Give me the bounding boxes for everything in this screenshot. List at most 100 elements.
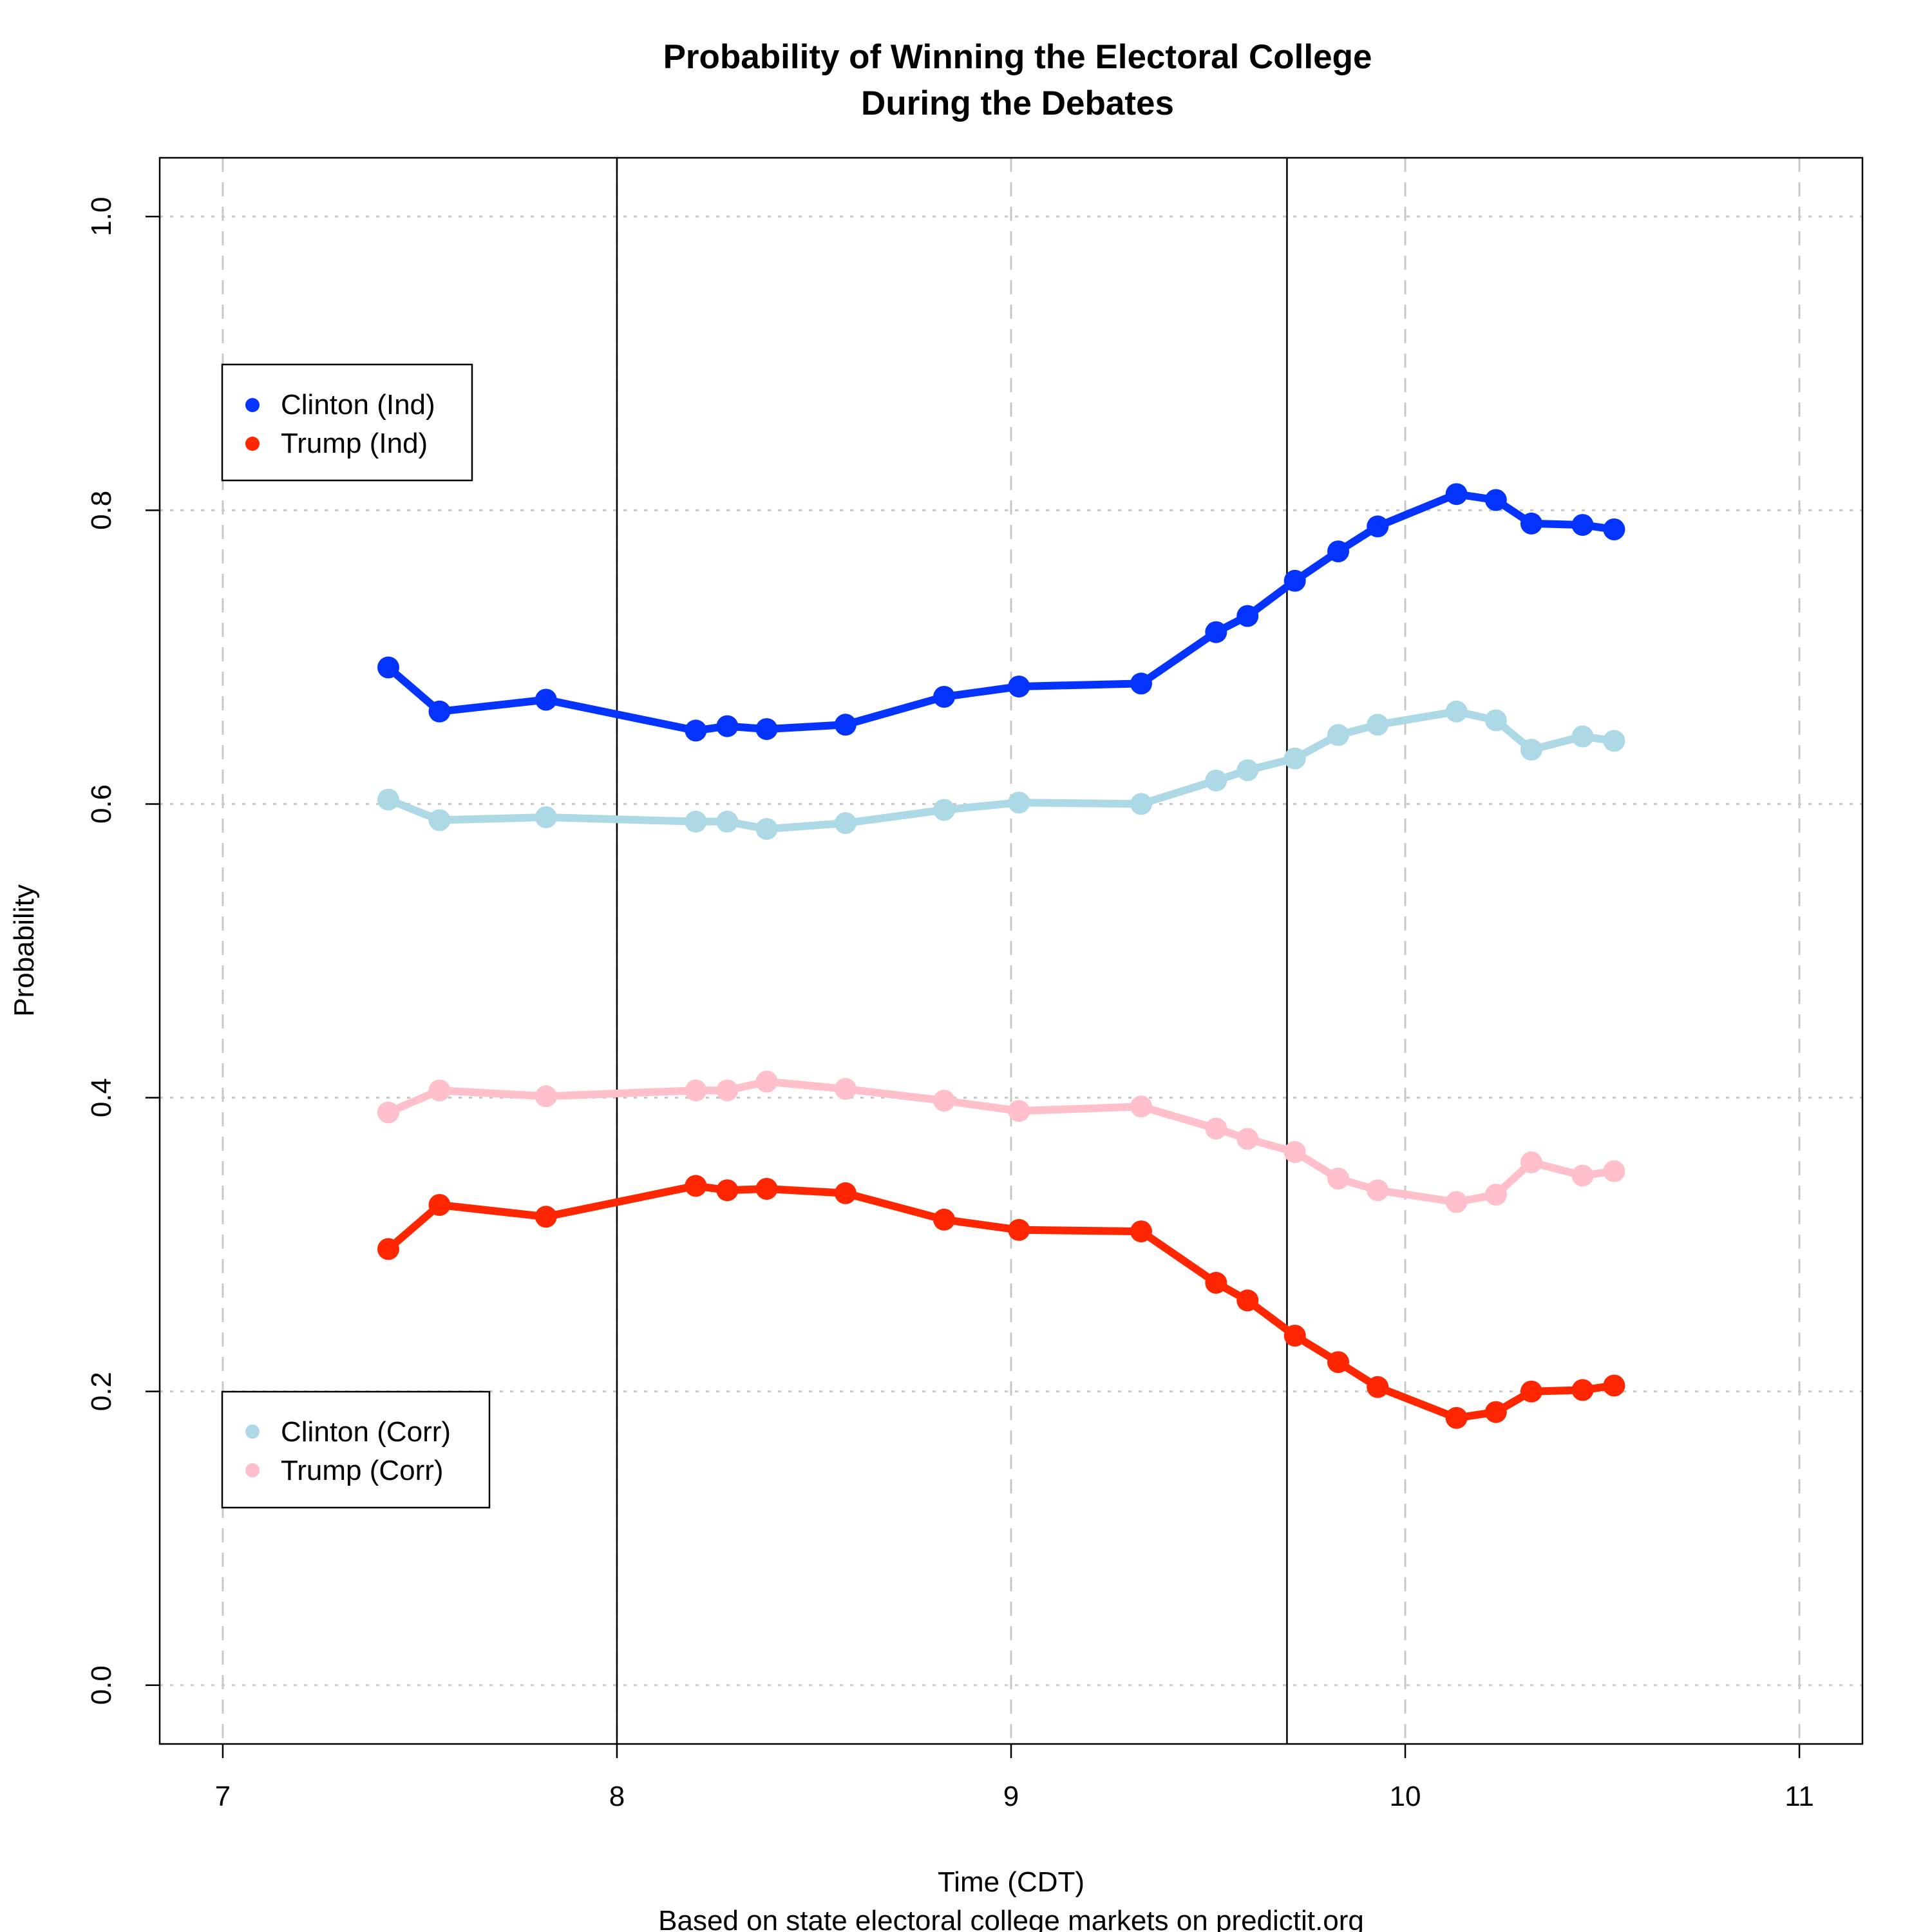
point-trump-ind-18 bbox=[1571, 1379, 1594, 1401]
point-trump-ind-8 bbox=[1008, 1218, 1030, 1241]
point-clinton-ind-1 bbox=[428, 700, 451, 723]
point-clinton-corr-13 bbox=[1327, 724, 1349, 746]
point-trump-ind-3 bbox=[685, 1175, 707, 1197]
point-clinton-ind-14 bbox=[1367, 515, 1389, 538]
point-trump-corr-1 bbox=[428, 1079, 451, 1102]
point-trump-ind-5 bbox=[755, 1178, 778, 1200]
x-tick-label-8: 8 bbox=[609, 1781, 625, 1812]
point-trump-ind-15 bbox=[1445, 1406, 1468, 1429]
chart-caption: Based on state electoral college markets… bbox=[658, 1905, 1364, 1932]
point-clinton-ind-2 bbox=[535, 688, 557, 711]
legend-label-trump-corr: Trump (Corr) bbox=[281, 1455, 444, 1486]
y-tick-label-0-6: 0.6 bbox=[86, 784, 117, 824]
point-trump-corr-19 bbox=[1603, 1160, 1625, 1182]
y-tick-label-1: 1.0 bbox=[86, 197, 117, 236]
series-line-clinton-ind bbox=[384, 490, 1618, 735]
point-trump-ind-11 bbox=[1236, 1289, 1259, 1312]
point-clinton-corr-14 bbox=[1367, 714, 1389, 736]
point-clinton-corr-3 bbox=[685, 810, 707, 833]
series-line-trump-corr bbox=[384, 1077, 1618, 1206]
legend-independent: Clinton (Ind) Trump (Ind) bbox=[221, 363, 473, 482]
point-clinton-corr-8 bbox=[1008, 791, 1030, 814]
point-clinton-corr-4 bbox=[716, 810, 739, 833]
point-clinton-corr-16 bbox=[1484, 709, 1507, 732]
point-trump-ind-19 bbox=[1603, 1374, 1625, 1397]
point-trump-corr-8 bbox=[1008, 1100, 1030, 1122]
point-clinton-ind-0 bbox=[377, 656, 399, 679]
point-trump-ind-12 bbox=[1283, 1325, 1306, 1347]
series-clinton-corr bbox=[377, 700, 1625, 840]
point-trump-corr-13 bbox=[1327, 1168, 1349, 1189]
point-clinton-ind-9 bbox=[1130, 672, 1152, 695]
legend-correlated-box bbox=[221, 1390, 491, 1509]
point-clinton-ind-10 bbox=[1205, 621, 1227, 643]
x-tick-label-10: 10 bbox=[1390, 1781, 1421, 1812]
point-trump-corr-15 bbox=[1445, 1191, 1468, 1213]
point-trump-corr-2 bbox=[535, 1085, 557, 1108]
point-trump-corr-14 bbox=[1367, 1179, 1389, 1202]
point-trump-ind-16 bbox=[1484, 1401, 1507, 1423]
point-clinton-corr-5 bbox=[755, 818, 778, 840]
legend-label-trump-ind: Trump (Ind) bbox=[281, 428, 428, 459]
series-clinton-ind bbox=[377, 483, 1625, 742]
legend-marker-trump-corr bbox=[245, 1463, 260, 1477]
point-trump-ind-1 bbox=[428, 1194, 451, 1216]
series-trump-ind bbox=[377, 1175, 1625, 1429]
point-trump-ind-17 bbox=[1520, 1380, 1542, 1403]
point-clinton-corr-2 bbox=[535, 806, 557, 828]
point-clinton-corr-7 bbox=[933, 799, 955, 821]
point-trump-corr-12 bbox=[1283, 1141, 1306, 1163]
point-trump-ind-0 bbox=[377, 1238, 399, 1260]
point-trump-corr-17 bbox=[1520, 1151, 1542, 1173]
point-trump-ind-7 bbox=[933, 1208, 955, 1231]
point-trump-corr-6 bbox=[834, 1077, 857, 1100]
point-clinton-ind-11 bbox=[1236, 605, 1259, 627]
point-clinton-ind-17 bbox=[1520, 512, 1542, 535]
point-clinton-ind-7 bbox=[933, 686, 955, 708]
point-clinton-ind-16 bbox=[1484, 489, 1507, 511]
point-clinton-ind-15 bbox=[1445, 483, 1468, 506]
chart-title-line-2: During the Debates bbox=[861, 84, 1174, 122]
series-line-trump-ind bbox=[384, 1182, 1618, 1422]
x-tick-label-11: 11 bbox=[1785, 1781, 1814, 1812]
chart-title-line-1: Probability of Winning the Electoral Col… bbox=[663, 38, 1372, 76]
point-trump-corr-4 bbox=[716, 1079, 739, 1102]
y-axis-ticks: 0.0 0.2 0.4 0.6 0.8 1.0 bbox=[86, 197, 160, 1705]
series-lines bbox=[377, 483, 1625, 1429]
point-clinton-corr-19 bbox=[1603, 730, 1625, 752]
point-trump-ind-10 bbox=[1205, 1271, 1227, 1294]
point-clinton-corr-10 bbox=[1205, 770, 1227, 791]
legend-independent-box bbox=[221, 363, 473, 482]
point-trump-ind-4 bbox=[716, 1179, 739, 1202]
series-line-clinton-corr bbox=[384, 707, 1618, 833]
point-clinton-corr-15 bbox=[1445, 700, 1468, 723]
point-clinton-corr-17 bbox=[1520, 739, 1542, 761]
point-clinton-ind-12 bbox=[1283, 569, 1306, 592]
y-tick-label-0: 0.0 bbox=[86, 1665, 117, 1705]
point-trump-corr-16 bbox=[1484, 1184, 1507, 1206]
legend-label-clinton-corr: Clinton (Corr) bbox=[281, 1416, 451, 1448]
point-trump-corr-0 bbox=[377, 1101, 399, 1124]
legend-marker-trump-ind bbox=[245, 437, 260, 451]
point-clinton-ind-6 bbox=[834, 714, 857, 736]
point-clinton-ind-5 bbox=[755, 718, 778, 741]
point-trump-corr-10 bbox=[1205, 1117, 1227, 1140]
point-clinton-ind-3 bbox=[685, 719, 707, 742]
point-trump-corr-11 bbox=[1236, 1128, 1259, 1150]
point-clinton-ind-4 bbox=[716, 715, 739, 737]
legend-marker-clinton-corr bbox=[245, 1425, 260, 1439]
point-trump-ind-2 bbox=[535, 1206, 557, 1228]
point-trump-corr-3 bbox=[685, 1079, 707, 1102]
legend-label-clinton-ind: Clinton (Ind) bbox=[281, 389, 435, 421]
point-clinton-ind-19 bbox=[1603, 518, 1625, 540]
x-axis-label: Time (CDT) bbox=[938, 1866, 1084, 1898]
x-axis-ticks: 7 8 9 10 11 bbox=[215, 1744, 1814, 1812]
point-clinton-corr-11 bbox=[1236, 759, 1259, 781]
y-tick-label-0-2: 0.2 bbox=[86, 1372, 117, 1411]
point-trump-corr-9 bbox=[1130, 1095, 1152, 1118]
series-trump-corr bbox=[377, 1070, 1625, 1213]
point-clinton-ind-13 bbox=[1327, 540, 1349, 563]
point-trump-ind-9 bbox=[1130, 1220, 1152, 1243]
point-trump-corr-18 bbox=[1571, 1164, 1594, 1187]
point-clinton-corr-6 bbox=[834, 812, 857, 835]
